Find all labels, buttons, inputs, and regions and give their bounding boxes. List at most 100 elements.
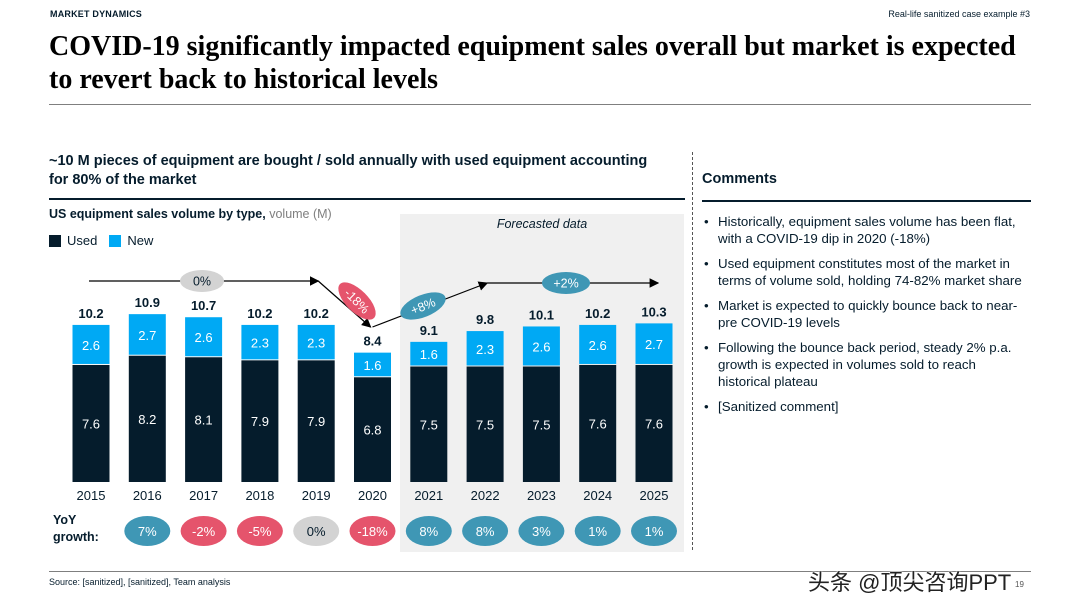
- yoy-label-2016: 7%: [138, 524, 157, 539]
- bar-new-2015: [72, 324, 110, 364]
- legend-swatch-new: [109, 234, 122, 247]
- bar-used-2025: [635, 364, 673, 482]
- yoy-bubble-2016: [124, 516, 171, 546]
- yoy-label-2024: 1%: [588, 524, 607, 539]
- yoy-bubble-2021: [405, 516, 452, 546]
- bar-new-2023: [522, 326, 560, 366]
- comment-item: [Sanitized comment]: [702, 398, 1032, 415]
- chart-title-unit: volume (M): [269, 207, 332, 221]
- trend-badge-4: +2%: [542, 272, 590, 294]
- bar-used-2017: [185, 357, 223, 482]
- label-total-2016: 10.9: [135, 295, 160, 310]
- trend-badge-2: -18%: [338, 282, 376, 320]
- label-new-2018: 2.3: [251, 336, 269, 351]
- x-tick-2021: 2021: [414, 488, 443, 503]
- x-tick-2020: 2020: [358, 488, 387, 503]
- legend-label-used: Used: [67, 233, 98, 248]
- trend-badge-shape: [400, 292, 446, 320]
- label-new-2019: 2.3: [307, 336, 325, 351]
- bar-new-2017: [185, 317, 223, 357]
- label-total-2020: 8.4: [363, 334, 382, 349]
- bar-used-2020: [354, 377, 391, 482]
- bar-used-2023: [522, 366, 560, 482]
- forecast-label: Forecasted data: [496, 217, 588, 231]
- label-total-2015: 10.2: [78, 306, 103, 321]
- bar-new-2024: [579, 324, 617, 364]
- label-used-2023: 7.5: [532, 417, 550, 432]
- bar-new-2018: [241, 324, 279, 360]
- yoy-label-2022: 8%: [476, 524, 495, 539]
- x-tick-2017: 2017: [189, 488, 218, 503]
- comment-item: Historically, equipment sales volume has…: [702, 213, 1032, 247]
- x-tick-2022: 2022: [471, 488, 500, 503]
- x-tick-2023: 2023: [527, 488, 556, 503]
- label-used-2019: 7.9: [307, 414, 325, 429]
- label-total-2022: 9.8: [476, 312, 494, 327]
- source-note: Source: [sanitized], [sanitized], Team a…: [49, 577, 231, 587]
- footer-divider: [49, 571, 1031, 572]
- page-title: COVID-19 significantly impacted equipmen…: [49, 31, 1016, 95]
- trend-badge-shape: [338, 282, 376, 320]
- comments-divider: [702, 200, 1031, 202]
- label-total-2019: 10.2: [304, 306, 329, 321]
- x-tick-2018: 2018: [245, 488, 274, 503]
- label-used-2016: 8.2: [138, 412, 156, 427]
- yoy-bubble-2018: [236, 516, 283, 546]
- label-total-2024: 10.2: [585, 306, 610, 321]
- label-used-2018: 7.9: [251, 414, 269, 429]
- label-new-2020: 1.6: [363, 358, 381, 373]
- bar-used-2018: [241, 360, 279, 482]
- comment-item: Used equipment constitutes most of the m…: [702, 255, 1032, 289]
- label-new-2022: 2.3: [476, 342, 494, 357]
- x-tick-2015: 2015: [77, 488, 106, 503]
- label-new-2016: 2.7: [138, 328, 156, 343]
- label-new-2021: 1.6: [420, 347, 438, 362]
- yoy-label-2023: 3%: [532, 524, 551, 539]
- yoy-bubble-2024: [574, 516, 621, 546]
- yoy-bubble-2019: [293, 516, 340, 546]
- trend-badge-label: 0%: [193, 275, 211, 289]
- bar-used-2015: [72, 364, 110, 482]
- label-total-2021: 9.1: [420, 323, 438, 338]
- label-total-2017: 10.7: [191, 298, 216, 313]
- watermark: 头条 @顶尖咨询PPT: [808, 570, 1012, 595]
- label-used-2021: 7.5: [420, 417, 438, 432]
- trend-badge-label: +2%: [553, 277, 578, 291]
- yoy-label-2025: 1%: [645, 524, 664, 539]
- yoy-label-2018: -5%: [248, 524, 272, 539]
- yoy-bubble-2020: [349, 516, 396, 546]
- yoy-label-2020: -18%: [357, 524, 388, 539]
- x-tick-2025: 2025: [640, 488, 669, 503]
- trend-badge-shape: [542, 272, 590, 294]
- bar-used-2021: [410, 366, 448, 482]
- label-used-2015: 7.6: [82, 416, 100, 431]
- bar-used-2022: [466, 366, 504, 482]
- legend-swatch-used: [49, 234, 61, 247]
- chart-subtitle: ~10 M pieces of equipment are bought / s…: [49, 153, 648, 188]
- yoy-bubble-2023: [518, 516, 565, 546]
- bar-new-2021: [410, 341, 448, 366]
- bar-new-2019: [297, 324, 335, 360]
- trend-badge-3: +8%: [400, 292, 446, 320]
- label-used-2022: 7.5: [476, 417, 494, 432]
- trend-badge-shape: [180, 270, 224, 292]
- yoy-bubble-2022: [462, 516, 509, 546]
- yoy-label-2019: 0%: [307, 524, 326, 539]
- chart-title-text: US equipment sales volume by type,: [49, 207, 266, 221]
- bar-new-2020: [354, 352, 391, 377]
- yoy-label-2017: -2%: [192, 524, 216, 539]
- label-new-2024: 2.6: [589, 338, 607, 353]
- yoy-label: YoY growth:: [53, 513, 99, 544]
- label-new-2015: 2.6: [82, 338, 100, 353]
- comment-item: Market is expected to quickly bounce bac…: [702, 297, 1032, 331]
- x-tick-2016: 2016: [133, 488, 162, 503]
- label-used-2020: 6.8: [363, 423, 381, 438]
- subtitle-divider: [49, 198, 685, 200]
- label-used-2025: 7.6: [645, 416, 663, 431]
- label-total-2023: 10.1: [529, 307, 554, 322]
- label-used-2024: 7.6: [589, 416, 607, 431]
- yoy-bubble-2017: [180, 516, 227, 546]
- label-new-2025: 2.7: [645, 337, 663, 352]
- page-number: 19: [1015, 580, 1024, 589]
